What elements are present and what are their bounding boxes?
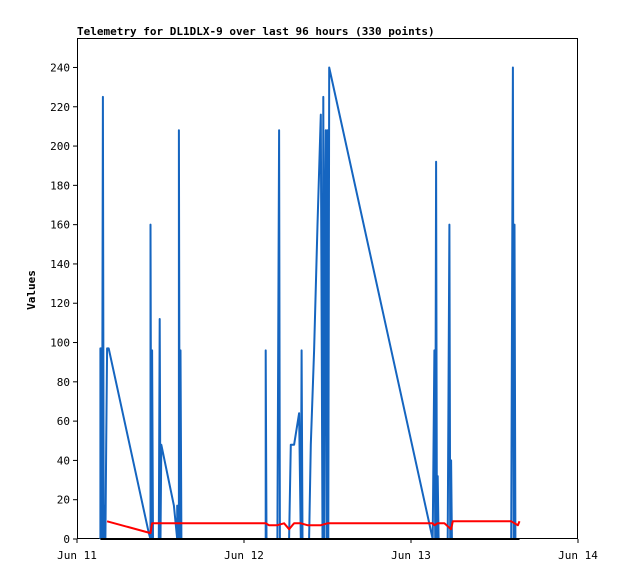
x-axis-ticks: Jun 11 Jun 12 Jun 13 Jun 14 — [57, 539, 598, 562]
y-tick-label: 40 — [57, 454, 70, 467]
y-tick-label: 220 — [50, 101, 70, 114]
y-tick-label: 240 — [50, 61, 70, 74]
y-tick-label: 120 — [50, 297, 70, 310]
series-line-2 — [106, 520, 521, 535]
y-tick-label: 200 — [50, 140, 70, 153]
y-axis-ticks: 0 20 40 60 80 100 120 140 160 180 200 220 240 — [50, 61, 77, 546]
chart-title: Telemetry for DL1DLX-9 over last 96 hour… — [77, 25, 435, 38]
y-tick-label: 100 — [50, 337, 70, 350]
x-tick-label: Jun 14 — [558, 549, 598, 562]
x-tick-label: Jun 11 — [57, 549, 97, 562]
y-tick-label: 20 — [57, 494, 70, 507]
series-line-1 — [99, 66, 517, 540]
y-tick-label: 140 — [50, 258, 70, 271]
y-tick-label: 80 — [57, 376, 70, 389]
series-layer — [99, 66, 521, 540]
y-tick-label: 180 — [50, 179, 70, 192]
y-tick-label: 160 — [50, 219, 70, 232]
x-tick-label: Jun 12 — [224, 549, 264, 562]
y-tick-label: 0 — [63, 533, 70, 546]
x-tick-label: Jun 13 — [391, 549, 431, 562]
y-axis-label: Values — [25, 270, 38, 310]
y-tick-label: 60 — [57, 415, 70, 428]
